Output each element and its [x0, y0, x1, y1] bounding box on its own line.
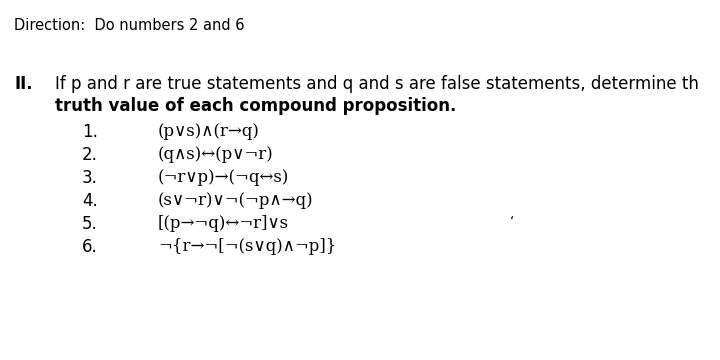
- Text: (¬r∨p)→(¬q↔s): (¬r∨p)→(¬q↔s): [158, 169, 289, 186]
- Text: 3.: 3.: [82, 169, 98, 187]
- Text: If p and r are true statements and q and s are false statements, determine th: If p and r are true statements and q and…: [55, 75, 699, 93]
- Text: 6.: 6.: [82, 238, 98, 256]
- Text: Direction:  Do numbers 2 and 6: Direction: Do numbers 2 and 6: [14, 18, 245, 33]
- Text: truth value of each compound proposition.: truth value of each compound proposition…: [55, 97, 456, 115]
- Text: 5.: 5.: [82, 215, 98, 233]
- Text: ‘: ‘: [510, 215, 514, 229]
- Text: 2.: 2.: [82, 146, 98, 164]
- Text: 4.: 4.: [82, 192, 98, 210]
- Text: [(p→¬q)↔¬r]∨s: [(p→¬q)↔¬r]∨s: [158, 215, 289, 232]
- Text: (p∨s)∧(r→q): (p∨s)∧(r→q): [158, 123, 260, 140]
- Text: (q∧s)↔(p∨¬r): (q∧s)↔(p∨¬r): [158, 146, 274, 163]
- Text: 1.: 1.: [82, 123, 98, 141]
- Text: (s∨¬r)∨¬(¬p∧→q): (s∨¬r)∨¬(¬p∧→q): [158, 192, 314, 209]
- Text: ¬{r→¬[¬(s∨q)∧¬p]}: ¬{r→¬[¬(s∨q)∧¬p]}: [158, 238, 336, 255]
- Text: II.: II.: [14, 75, 32, 93]
